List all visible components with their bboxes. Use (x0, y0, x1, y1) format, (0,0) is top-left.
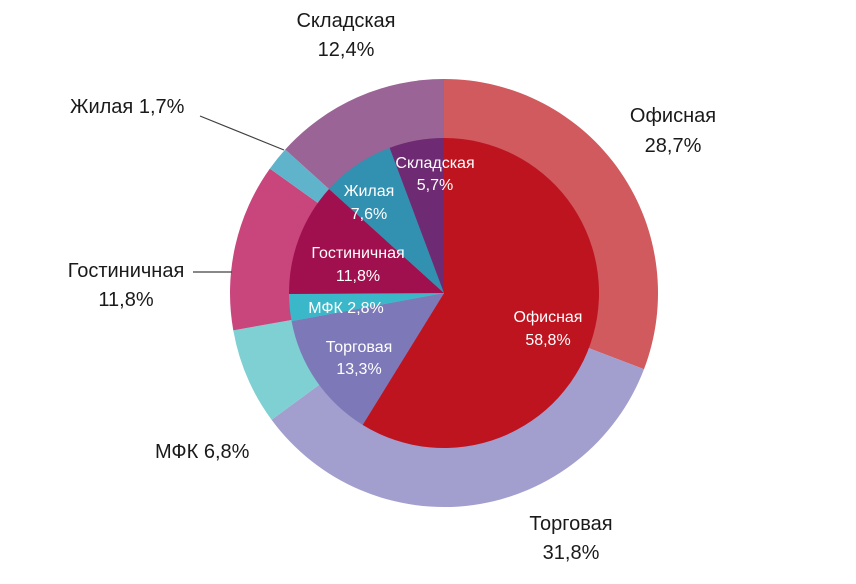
inner-slice-warehouse (389, 138, 444, 293)
inner-slice-office (362, 138, 600, 448)
inner-label-retail-name: Торговая (326, 339, 393, 356)
outer-label-residential: Жилая 1,7% (70, 96, 185, 118)
outer-label-mfc: МФК 6,8% (155, 441, 250, 463)
inner-label-mfc: МФК 2,8% (308, 300, 384, 317)
inner-label-warehouse-name: Складская (395, 155, 474, 172)
inner-label-residential-value: 7,6% (351, 206, 387, 223)
inner-label-office-value: 58,8% (525, 332, 570, 349)
inner-label-warehouse-value: 5,7% (417, 177, 453, 194)
inner-label-hotel-value: 11,8% (336, 268, 380, 285)
inner-label-retail-value: 13,3% (336, 361, 381, 378)
inner-slice-residential (329, 147, 444, 293)
inner-ring (288, 138, 600, 448)
outer-label-office-value: 28,7% (645, 135, 702, 157)
outer-label-retail-value: 31,8% (543, 542, 600, 564)
outer-label-warehouse-value: 12,4% (318, 39, 375, 61)
outer-label-retail-name: Торговая (529, 513, 612, 535)
outer-label-hotel-value: 11,8% (98, 289, 153, 311)
inner-label-office-name: Офисная (514, 309, 583, 326)
inner-label-residential-name: Жилая (344, 183, 395, 200)
outer-label-hotel-name: Гостиничная (68, 260, 185, 282)
outer-label-warehouse-name: Складская (296, 10, 395, 32)
inner-label-hotel-name: Гостиничная (311, 245, 404, 262)
inner-slice-hotel (288, 189, 444, 294)
inner-slice-mfc (289, 293, 444, 322)
inner-slice-retail (291, 293, 444, 425)
leader-line-residential (199, 115, 285, 151)
outer-label-office-name: Офисная (630, 105, 716, 127)
